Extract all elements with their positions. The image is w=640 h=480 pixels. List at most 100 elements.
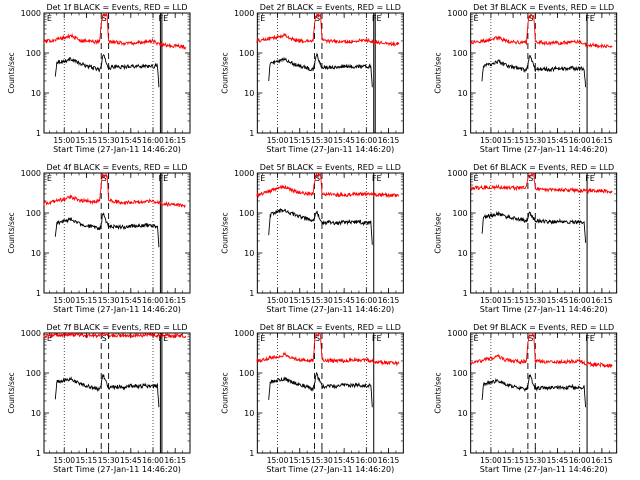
- y-tick-label: 1000: [21, 9, 41, 18]
- chart-panel-2: Det 2f BLACK = Events, RED = LLD 1 10 100 10…: [220, 3, 404, 154]
- y-tick-label: 1000: [447, 329, 467, 338]
- x-tick-label: 15:00: [53, 136, 75, 145]
- x-axis-label: Start Time (27-Jan-11 14:46:20): [53, 305, 181, 314]
- series-line-lld: [43, 331, 187, 339]
- x-tick-label: 15:15: [289, 456, 311, 465]
- y-tick-label: 100: [26, 369, 41, 378]
- y-axis-label: Counts/sec: [220, 372, 229, 413]
- x-tick-label: 15:15: [289, 136, 311, 145]
- chart-panel-6: Det 6f BLACK = Events, RED = LLD 1 10 100 10…: [434, 163, 618, 314]
- x-tick-label: 16:00: [142, 136, 164, 145]
- x-tick-label: 16:00: [569, 296, 591, 305]
- series-line-lld: [469, 13, 613, 50]
- annotation-label: S: [528, 174, 533, 183]
- y-tick-label: 1000: [234, 9, 254, 18]
- plot-frame: [43, 12, 191, 134]
- annotation-label: FE: [372, 334, 382, 343]
- x-axis-label: Start Time (27-Jan-11 14:46:20): [266, 145, 394, 154]
- y-tick-label: 10: [244, 409, 254, 418]
- x-tick-label: 16:15: [164, 296, 186, 305]
- x-tick-label: 16:15: [164, 456, 186, 465]
- x-tick-label: 15:00: [53, 456, 75, 465]
- annotation-label: E: [474, 174, 479, 183]
- x-tick-label: 15:15: [502, 456, 524, 465]
- x-tick-label: 15:45: [120, 136, 142, 145]
- x-axis-label: Start Time (27-Jan-11 14:46:20): [480, 305, 608, 314]
- x-tick-label: 16:15: [378, 136, 400, 145]
- annotation-label: S: [528, 14, 533, 23]
- series-line-events: [481, 374, 587, 408]
- series-line-lld: [43, 13, 187, 51]
- series-line-lld: [256, 173, 400, 199]
- series-line-lld: [470, 333, 613, 369]
- x-tick-label: 16:15: [164, 136, 186, 145]
- y-tick-label: 100: [239, 209, 254, 218]
- x-tick-label: 16:15: [591, 456, 613, 465]
- x-tick-label: 16:15: [378, 456, 400, 465]
- x-tick-label: 15:30: [98, 296, 120, 305]
- x-tick-label: 15:15: [289, 296, 311, 305]
- series-line-events: [268, 208, 373, 245]
- y-axis-label: Counts/sec: [220, 212, 229, 253]
- series-line-events: [268, 52, 373, 88]
- y-tick-label: 1000: [21, 169, 41, 178]
- x-tick-label: 15:00: [480, 456, 502, 465]
- chart-title: Det 7f BLACK = Events, RED = LLD: [46, 323, 187, 332]
- annotation-label: S: [315, 14, 320, 23]
- x-tick-label: 15:45: [547, 296, 569, 305]
- x-tick-label: 15:00: [267, 136, 289, 145]
- plot-frame: [256, 332, 404, 454]
- annotation-label: FE: [159, 174, 169, 183]
- chart-panel-1: Det 1f BLACK = Events, RED = LLD 1 10 100 10…: [7, 3, 191, 154]
- chart-panel-8: Det 8f BLACK = Events, RED = LLD 1 10 100 10…: [220, 323, 404, 474]
- plot-frame: [43, 332, 191, 454]
- x-tick-label: 15:30: [311, 456, 333, 465]
- x-tick-label: 15:45: [333, 136, 355, 145]
- annotation-label: FE: [159, 334, 169, 343]
- y-tick-label: 1: [249, 289, 254, 298]
- annotation-label: S: [102, 174, 107, 183]
- y-tick-label: 100: [26, 49, 41, 58]
- x-axis-label: Start Time (27-Jan-11 14:46:20): [53, 145, 181, 154]
- y-tick-label: 1000: [234, 169, 254, 178]
- series-line-lld: [470, 172, 613, 195]
- x-tick-label: 15:15: [76, 136, 98, 145]
- annotation-label: E: [260, 174, 265, 183]
- x-tick-label: 15:15: [76, 456, 98, 465]
- annotation-label: E: [47, 14, 52, 23]
- x-tick-label: 15:45: [120, 296, 142, 305]
- y-tick-label: 100: [239, 49, 254, 58]
- y-axis-label: Counts/sec: [434, 52, 443, 93]
- x-tick-label: 15:30: [311, 296, 333, 305]
- annotation-label: S: [528, 334, 533, 343]
- y-tick-label: 1000: [447, 9, 467, 18]
- plot-frame: [470, 172, 618, 294]
- series-line-events: [268, 371, 373, 408]
- y-tick-label: 100: [452, 209, 467, 218]
- chart-panel-9: Det 9f BLACK = Events, RED = LLD 1 10 100 10…: [434, 323, 618, 474]
- x-tick-label: 15:45: [333, 296, 355, 305]
- y-tick-label: 100: [452, 369, 467, 378]
- x-tick-label: 15:00: [267, 296, 289, 305]
- x-tick-label: 16:00: [569, 456, 591, 465]
- chart-title: Det 8f BLACK = Events, RED = LLD: [260, 323, 401, 332]
- chart-title: Det 6f BLACK = Events, RED = LLD: [473, 163, 614, 172]
- y-axis-label: Counts/sec: [7, 212, 16, 253]
- series-line-events: [54, 373, 160, 408]
- y-tick-label: 10: [244, 249, 254, 258]
- series-line-lld: [256, 332, 400, 367]
- x-tick-label: 16:15: [378, 296, 400, 305]
- x-tick-label: 15:30: [524, 456, 546, 465]
- chart-title: Det 9f BLACK = Events, RED = LLD: [473, 323, 614, 332]
- annotation-label: FE: [372, 174, 382, 183]
- y-tick-label: 10: [457, 89, 467, 98]
- x-tick-label: 16:15: [591, 296, 613, 305]
- x-tick-label: 15:30: [311, 136, 333, 145]
- x-tick-label: 16:00: [142, 296, 164, 305]
- series-line-events: [481, 210, 587, 243]
- x-tick-label: 15:30: [98, 456, 120, 465]
- series-line-events: [54, 54, 160, 88]
- plot-frame: [470, 332, 618, 454]
- plot-frame: [256, 172, 404, 294]
- y-tick-label: 10: [457, 409, 467, 418]
